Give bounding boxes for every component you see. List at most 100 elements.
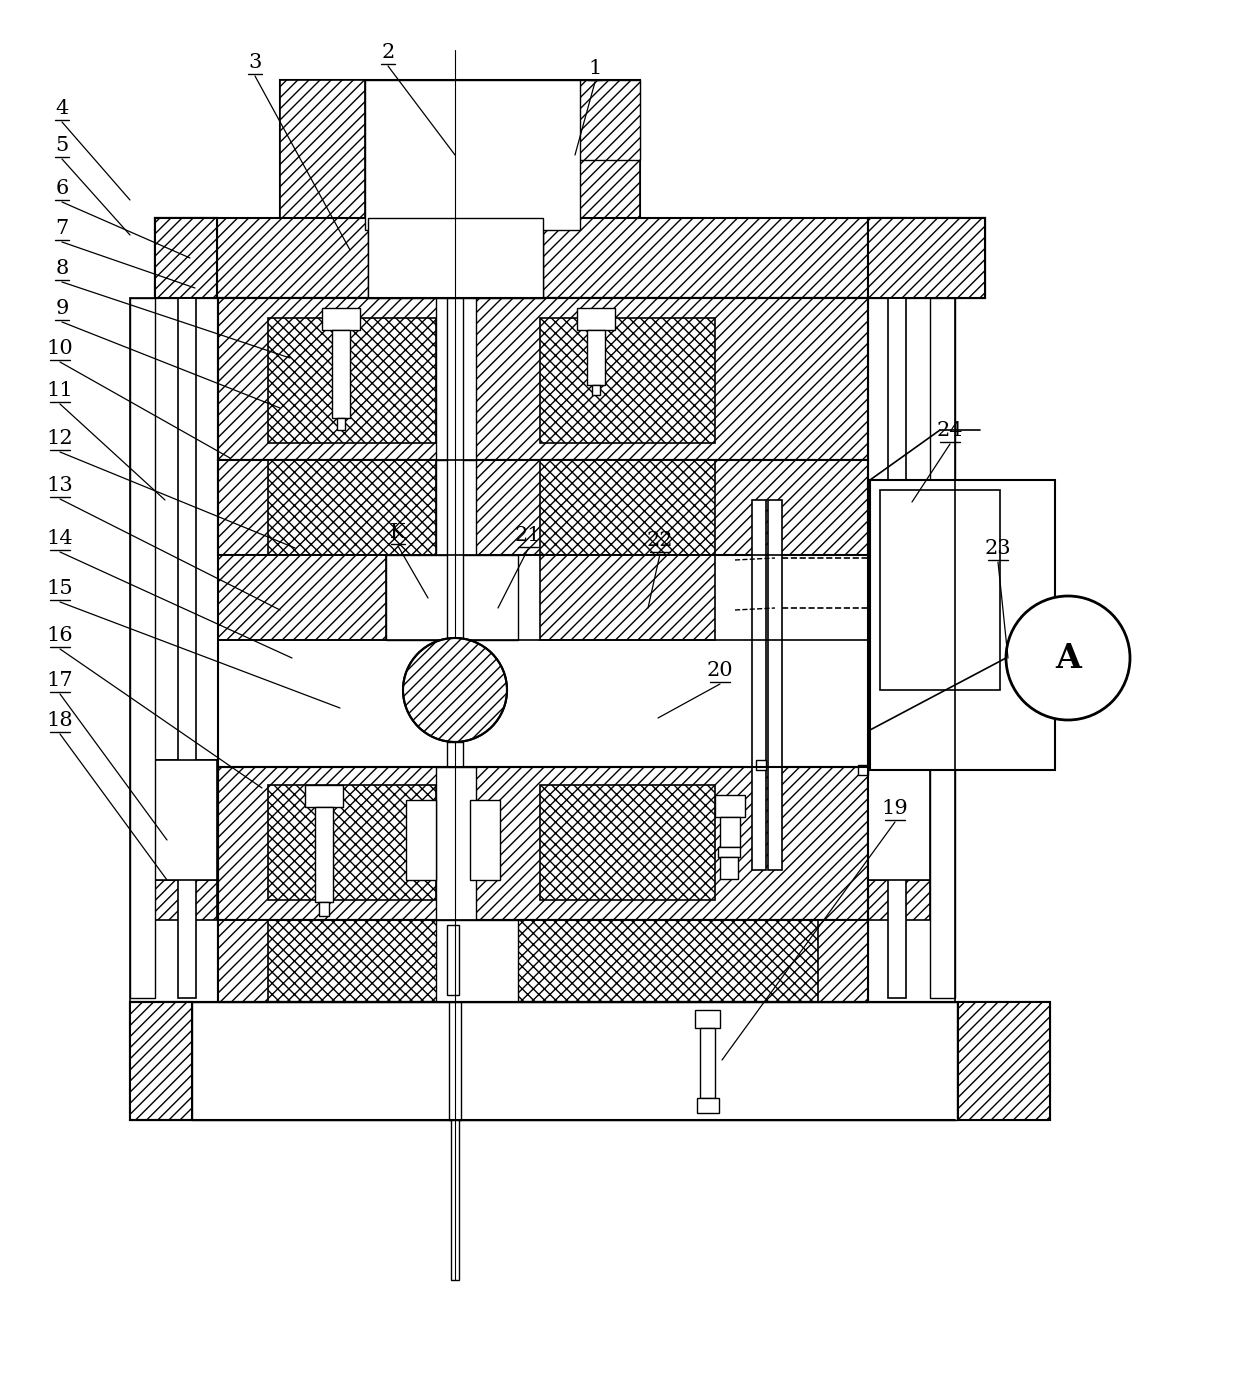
Bar — [405, 799, 436, 881]
Bar — [701, 1028, 715, 1098]
Bar — [218, 554, 386, 640]
Bar — [280, 80, 640, 230]
Bar — [268, 461, 436, 554]
Bar — [155, 218, 985, 298]
Bar — [155, 881, 217, 920]
Bar — [539, 785, 715, 900]
Bar — [436, 298, 476, 461]
Bar — [449, 1002, 461, 1120]
Bar — [305, 785, 343, 806]
Bar — [155, 218, 217, 298]
Bar — [315, 806, 334, 902]
Bar — [155, 760, 217, 881]
Text: 10: 10 — [47, 339, 73, 358]
Bar — [888, 298, 906, 998]
Text: 17: 17 — [47, 671, 73, 690]
Bar — [490, 218, 543, 298]
Bar — [720, 818, 740, 847]
Bar — [880, 490, 999, 690]
Text: A: A — [1055, 641, 1081, 675]
Bar — [436, 767, 476, 920]
Bar — [192, 1002, 957, 1120]
Circle shape — [403, 638, 507, 742]
Bar — [268, 785, 436, 900]
Bar — [446, 298, 463, 640]
Text: 21: 21 — [515, 526, 542, 545]
Bar — [451, 1120, 459, 1280]
Text: 16: 16 — [47, 626, 73, 645]
Bar — [179, 298, 196, 998]
Bar — [436, 461, 476, 554]
Bar — [751, 500, 766, 869]
Text: 19: 19 — [882, 799, 909, 818]
Bar — [868, 218, 985, 298]
Text: 20: 20 — [707, 661, 733, 680]
Circle shape — [1006, 596, 1130, 720]
Bar — [319, 902, 329, 916]
Bar — [155, 218, 217, 298]
Bar — [130, 1002, 1050, 1120]
Bar — [959, 1002, 1050, 1120]
Bar — [591, 385, 600, 395]
Bar — [218, 298, 868, 461]
Bar — [322, 308, 360, 330]
Bar — [568, 80, 640, 160]
Text: 14: 14 — [47, 529, 73, 547]
Bar — [858, 764, 868, 776]
Bar — [218, 920, 268, 1002]
Text: 13: 13 — [47, 476, 73, 496]
Bar — [470, 799, 500, 881]
Text: 18: 18 — [47, 711, 73, 729]
Bar — [718, 847, 740, 857]
Text: 9: 9 — [56, 300, 68, 318]
Bar — [130, 1002, 192, 1120]
Text: 22: 22 — [647, 531, 673, 550]
Text: 24: 24 — [936, 421, 963, 440]
Bar — [868, 881, 930, 920]
Bar — [577, 308, 615, 330]
Bar — [268, 318, 436, 442]
Text: 8: 8 — [56, 259, 68, 279]
Bar — [580, 80, 640, 230]
Text: 15: 15 — [47, 580, 73, 598]
Text: 12: 12 — [47, 428, 73, 448]
Text: 7: 7 — [56, 218, 68, 238]
Bar — [868, 218, 985, 298]
Bar — [337, 419, 345, 430]
Bar — [386, 554, 518, 640]
Bar — [446, 742, 463, 767]
Bar — [446, 925, 459, 995]
Bar — [930, 298, 955, 998]
Bar — [539, 554, 715, 640]
Text: 6: 6 — [56, 179, 68, 197]
Bar — [449, 640, 461, 690]
Text: 5: 5 — [56, 136, 68, 155]
Bar — [365, 80, 417, 160]
Text: 11: 11 — [47, 381, 73, 400]
Bar — [218, 920, 868, 1002]
Bar — [720, 857, 738, 879]
Text: 2: 2 — [382, 43, 394, 62]
Bar — [868, 760, 930, 881]
Bar — [868, 760, 897, 881]
Bar — [155, 760, 184, 881]
Bar — [368, 218, 543, 298]
Bar — [768, 500, 782, 869]
Bar — [218, 767, 868, 920]
Bar — [368, 218, 420, 298]
Bar — [756, 760, 766, 770]
Bar — [436, 920, 518, 1002]
Bar — [195, 760, 217, 881]
Bar — [365, 80, 580, 230]
Text: K: K — [391, 524, 405, 542]
Text: 3: 3 — [248, 53, 262, 71]
Bar — [587, 330, 605, 385]
Bar — [218, 461, 868, 554]
Bar — [332, 330, 350, 419]
Bar — [130, 298, 155, 998]
Bar — [818, 920, 868, 1002]
Bar — [870, 480, 1055, 770]
Bar — [539, 318, 715, 442]
Bar — [715, 795, 745, 818]
Bar — [694, 1009, 720, 1028]
